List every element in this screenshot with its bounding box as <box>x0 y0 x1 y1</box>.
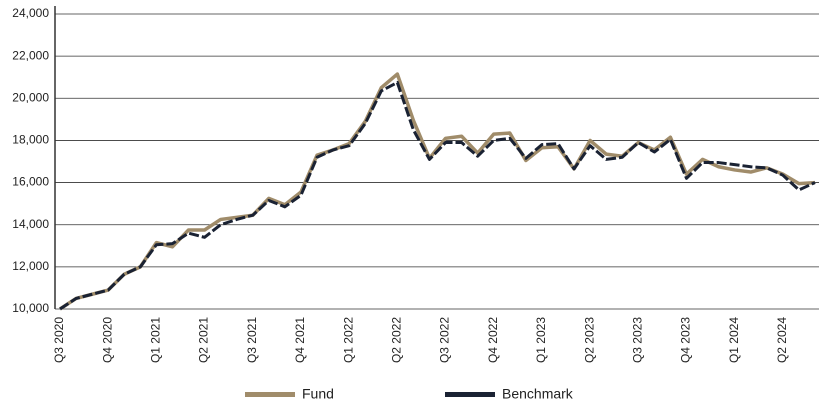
legend-swatch <box>245 392 295 397</box>
y-tick-label: 14,000 <box>12 217 49 231</box>
x-tick-label: Q3 2023 <box>630 317 644 363</box>
y-tick-label: 20,000 <box>12 90 49 104</box>
y-tick-label: 10,000 <box>12 301 49 315</box>
x-tick-label: Q2 2022 <box>390 317 404 363</box>
x-tick-label: Q2 2024 <box>775 317 789 363</box>
x-tick-label: Q2 2023 <box>582 317 596 363</box>
x-tick-label: Q1 2022 <box>341 317 355 363</box>
y-tick-label: 24,000 <box>12 6 49 20</box>
series-line <box>59 80 816 311</box>
legend-swatch <box>445 392 495 397</box>
y-tick-label: 18,000 <box>12 133 49 147</box>
x-tick-label: Q3 2021 <box>245 317 259 363</box>
x-tick-label: Q1 2021 <box>149 317 163 363</box>
x-tick-label: Q1 2024 <box>727 317 741 363</box>
series-line <box>59 72 816 311</box>
legend-label: Fund <box>302 386 334 402</box>
x-tick-label: Q1 2023 <box>534 317 548 363</box>
x-tick-label: Q4 2020 <box>100 317 114 363</box>
x-tick-label: Q2 2021 <box>197 317 211 363</box>
y-tick-label: 22,000 <box>12 48 49 62</box>
y-tick-label: 16,000 <box>12 175 49 189</box>
y-tick-label: 12,000 <box>12 259 49 273</box>
legend-label: Benchmark <box>502 386 574 402</box>
x-tick-label: Q4 2022 <box>486 317 500 363</box>
x-tick-label: Q4 2023 <box>679 317 693 363</box>
x-tick-label: Q3 2020 <box>52 317 66 363</box>
x-tick-label: Q4 2021 <box>293 317 307 363</box>
x-tick-label: Q3 2022 <box>438 317 452 363</box>
